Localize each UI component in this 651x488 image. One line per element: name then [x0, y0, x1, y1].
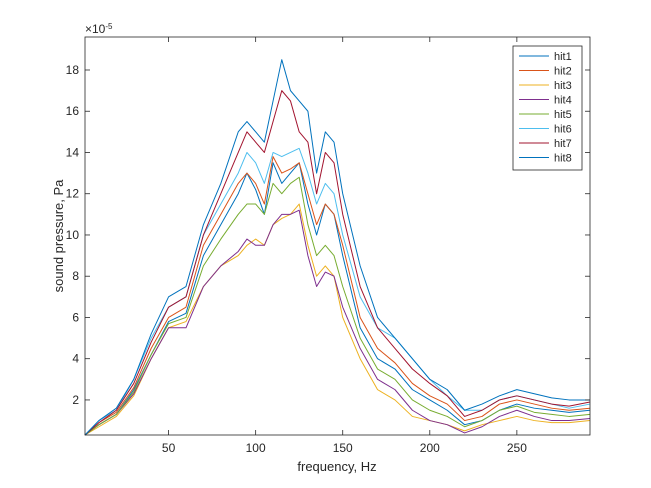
y-tick-label: 4: [72, 352, 79, 366]
x-tick-label: 50: [162, 441, 176, 455]
y-exponent-power: -5: [105, 22, 113, 31]
y-tick-label: 6: [72, 310, 79, 324]
x-tick-label: 200: [420, 441, 440, 455]
plot-area-border: [84, 36, 591, 436]
legend: hit1 hit2 hit3 hit4 hit5 hit6 hit7 hit8: [512, 45, 583, 171]
y-axis-title: sound pressure, Pa: [51, 179, 66, 293]
legend-label-hit6: hit6: [554, 124, 572, 136]
series-line-hit8: [84, 59, 590, 436]
plot-area: [85, 37, 590, 435]
legend-label-hit4: hit4: [554, 95, 572, 107]
x-tick-label: 100: [246, 441, 266, 455]
legend-label-hit8: hit8: [554, 153, 572, 165]
y-axis-ticks: 2 4 6 8 10 12 14 16 18: [66, 63, 590, 407]
legend-label-hit5: hit5: [554, 109, 572, 121]
x-axis-title: frequency, Hz: [297, 459, 376, 474]
legend-box: [512, 45, 583, 171]
legend-label-hit7: hit7: [554, 138, 572, 150]
y-exponent-base: ×10: [85, 22, 106, 36]
series-line-hit5: [84, 176, 591, 436]
y-tick-label: 18: [66, 63, 80, 77]
series-line-hit3: [84, 203, 591, 436]
legend-label-hit1: hit1: [554, 51, 572, 63]
y-tick-label: 8: [72, 269, 79, 283]
x-axis-ticks: 50 100 150 200 250: [162, 37, 527, 455]
y-tick-label: 10: [66, 228, 80, 242]
series-line-hit2: [84, 156, 591, 436]
x-tick-label: 150: [333, 441, 353, 455]
series-lines: [84, 59, 591, 436]
y-tick-label: 2: [72, 393, 79, 407]
y-exponent-label: ×10-5: [85, 22, 113, 36]
y-tick-label: 12: [66, 187, 80, 201]
y-tick-label: 16: [66, 104, 80, 118]
legend-label-hit2: hit2: [554, 66, 572, 78]
series-line-hit7: [84, 90, 591, 436]
y-tick-label: 14: [66, 145, 80, 159]
series-line-hit4: [84, 209, 591, 436]
x-tick-label: 250: [507, 441, 527, 455]
legend-label-hit3: hit3: [554, 80, 572, 92]
